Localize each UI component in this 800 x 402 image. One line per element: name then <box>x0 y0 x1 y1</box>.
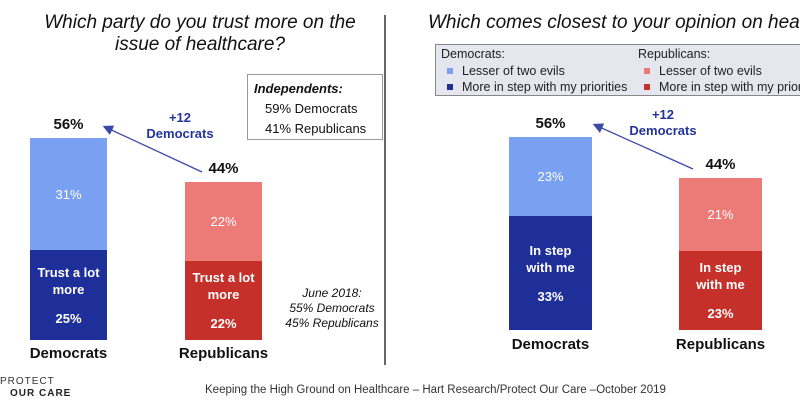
category-label-dem: Democrats <box>29 345 108 362</box>
bar-right-dem-dark: In step with me 33% <box>509 216 592 330</box>
category-label-rep: Republicans <box>178 345 269 362</box>
legend-item-rep-step: More in step with my priorities <box>638 79 800 96</box>
right-chart-title: Which comes closest to your opinion on h… <box>428 12 800 33</box>
independents-box: Independents: 59% Democrats 41% Republic… <box>247 74 383 140</box>
bar-right-rep-light: 21% <box>679 178 762 251</box>
bar-right-dem-light: 23% <box>509 136 592 217</box>
data-label: In step with me 33% <box>526 242 575 304</box>
total-label-rep: 44% <box>705 156 736 174</box>
independents-rep: 41% Republicans <box>265 121 367 136</box>
total-label-dem: 56% <box>53 116 84 134</box>
category-label-rep: Republicans <box>675 336 766 353</box>
legend-item-rep-lesser: Lesser of two evils <box>638 63 800 80</box>
data-label: Trust a lot more 22% <box>192 269 255 331</box>
right-annotation: +12 Democrats <box>629 107 697 138</box>
footer: Keeping the High Ground on Healthcare – … <box>205 384 666 396</box>
legend-item-dem-step: More in step with my priorities <box>441 79 627 96</box>
legend-dem-heading: Democrats: <box>441 47 505 61</box>
legend-rep-heading: Republicans: <box>638 47 711 61</box>
bar-left-rep-light: 22% <box>185 181 262 261</box>
data-label: 21% <box>707 206 734 222</box>
data-label: 23% <box>537 168 564 184</box>
independents-dem: 59% Democrats <box>265 101 358 116</box>
right-arrow <box>592 123 694 170</box>
divider <box>384 15 386 365</box>
data-label: In step with me 23% <box>696 259 745 321</box>
left-arrow <box>102 125 203 173</box>
legend: Democrats: Lesser of two evils More in s… <box>435 44 800 96</box>
data-label: Trust a lot more 25% <box>37 264 100 326</box>
bar-left-dem-light: 31% <box>30 138 107 250</box>
data-label: 31% <box>55 186 82 202</box>
total-label-rep: 44% <box>208 159 239 177</box>
protect-our-care-logo: PROTECT OUR CARE <box>0 376 72 399</box>
bar-left-rep-dark: Trust a lot more 22% <box>185 260 262 340</box>
june-2018-note: June 2018: 55% Democrats 45% Republicans <box>285 286 379 330</box>
data-label: 22% <box>210 213 237 229</box>
left-chart-title: Which party do you trust more on the iss… <box>44 12 356 55</box>
independents-title: Independents: <box>254 81 343 96</box>
bar-left-dem-dark: Trust a lot more 25% <box>30 250 107 340</box>
left-annotation: +12 Democrats <box>146 110 214 141</box>
category-label-dem: Democrats <box>511 336 590 353</box>
bar-right-rep-dark: In step with me 23% <box>679 250 762 330</box>
total-label-dem: 56% <box>535 114 566 132</box>
legend-item-dem-lesser: Lesser of two evils <box>441 63 627 80</box>
